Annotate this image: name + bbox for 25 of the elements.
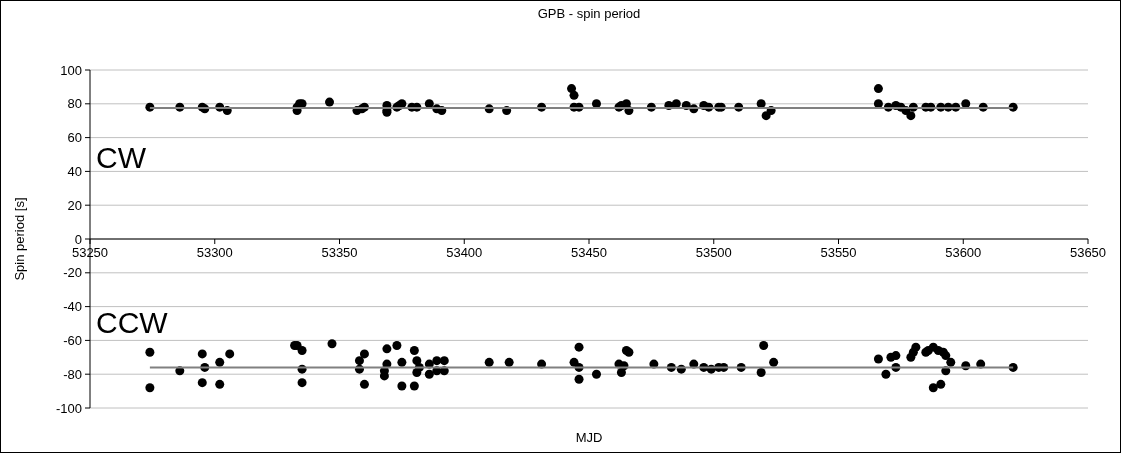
annotation: CCW [96,306,169,339]
x-tick-label: 53500 [695,245,732,260]
x-tick-label: 53550 [820,245,857,260]
y-tick-label: 100 [60,62,82,78]
y-tick-label: -20 [63,265,82,281]
x-axis-title: MJD [575,430,603,445]
y-tick-label: 60 [67,130,82,146]
x-tick-label: 53600 [945,245,982,260]
annotation: CW [96,141,147,174]
x-tick-label: 53650 [1069,245,1107,260]
y-axis-title: Spin period [s] [12,197,27,281]
y-tick-label: 80 [67,96,82,112]
x-tick-label: 53400 [446,245,483,260]
y-tick-label: 20 [67,197,82,213]
y-tick-label: -40 [63,299,82,315]
chart-title: GPB - spin period [537,6,641,21]
y-tick-label: -80 [63,366,82,382]
y-tick-label: -100 [55,400,82,416]
y-tick-label: 40 [67,163,82,179]
x-tick-label: 53450 [570,245,608,260]
x-tick-label: 53250 [71,245,109,260]
y-tick-label: -60 [63,332,82,348]
x-tick-label: 53350 [321,245,358,260]
y-tick-label: 0 [74,231,82,247]
x-tick-label: 53300 [196,245,233,260]
